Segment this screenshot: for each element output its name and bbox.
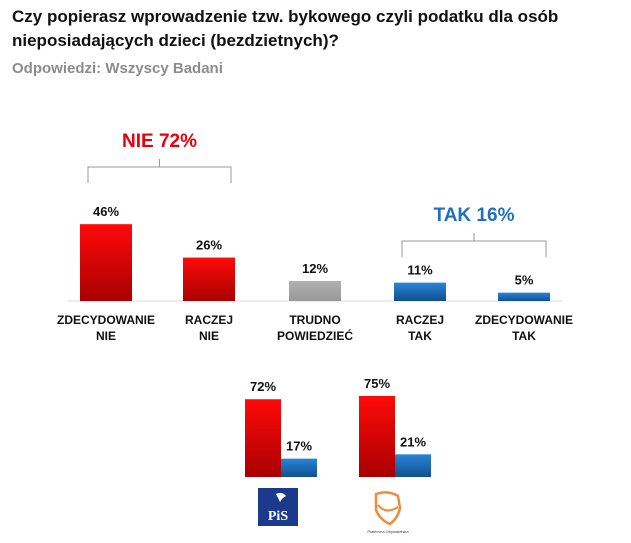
po-logo — [374, 491, 402, 526]
category-label-1-0: RACZEJ — [185, 313, 233, 327]
party-bar-1-1 — [395, 454, 431, 477]
bar-3 — [394, 282, 446, 301]
bar-4 — [498, 292, 550, 301]
category-label-1-1: NIE — [199, 329, 219, 343]
category-label-4-0: ZDECYDOWANIE — [475, 313, 573, 327]
po-smile-icon — [377, 504, 399, 512]
bar-0 — [80, 224, 132, 301]
bracket-0 — [87, 159, 232, 183]
data-label-2: 12% — [302, 261, 328, 276]
bar-1 — [183, 257, 235, 301]
data-label-4: 5% — [515, 273, 534, 288]
category-label-2-0: TRUDNO — [289, 313, 340, 327]
category-label-3-1: TAK — [408, 329, 432, 343]
pis-eagle-icon — [276, 492, 286, 502]
party-data-label-1-1: 21% — [400, 434, 426, 449]
data-label-0: 46% — [93, 204, 119, 219]
category-label-3-0: RACZEJ — [396, 313, 444, 327]
chart-subtitle: Odpowiedzi: Wszyscy Badani — [12, 60, 223, 77]
data-label-1: 26% — [196, 238, 222, 253]
category-label-2-1: POWIEDZIEĆ — [277, 328, 353, 343]
category-label-0-0: ZDECYDOWANIE — [57, 313, 155, 327]
category-label-0-1: NIE — [96, 329, 116, 343]
category-label-4-1: TAK — [512, 329, 536, 343]
annotation-0: NIE 72% — [122, 131, 197, 152]
pis-logo-text: PiS — [268, 509, 288, 524]
bracket-1 — [401, 233, 547, 257]
bar-2 — [289, 280, 341, 301]
party-data-label-0-0: 72% — [250, 379, 276, 394]
party-bar-0-0 — [245, 399, 281, 477]
party-bar-1-0 — [359, 396, 395, 477]
data-label-3: 11% — [407, 263, 433, 278]
party-data-label-1-0: 75% — [364, 376, 390, 391]
party-data-label-0-1: 17% — [286, 439, 312, 454]
chart-title-line2: nieposiadających dzieci (bezdzietnych)? — [12, 31, 339, 50]
chart-title-line1: Czy popierasz wprowadzenie tzw. bykowego… — [12, 7, 559, 26]
annotation-1: TAK 16% — [434, 205, 515, 226]
party-bar-0-1 — [281, 458, 317, 477]
po-logo-text: Platforma Obywatelska — [367, 529, 409, 534]
